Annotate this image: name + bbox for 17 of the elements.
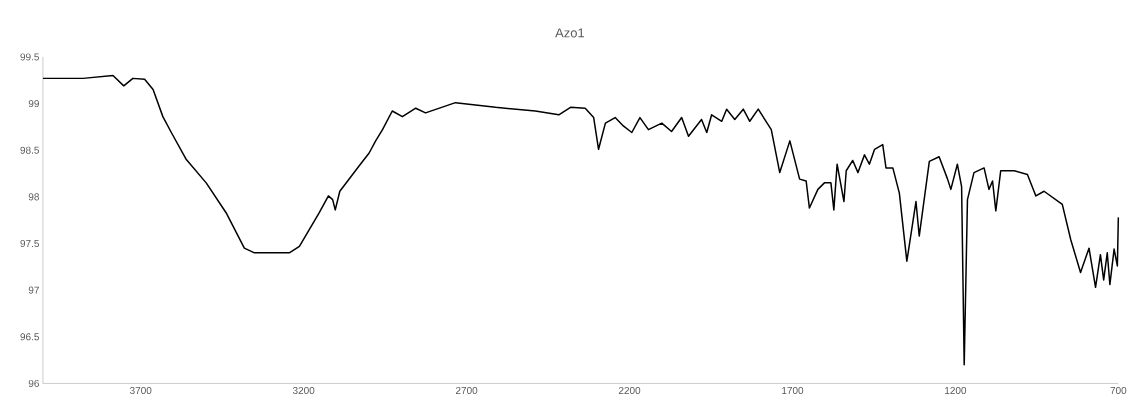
x-tick-label: 2700 [455,386,478,394]
line-series [42,74,1120,366]
y-tick-label: 97.5 [20,239,39,247]
y-tick-label: 96 [28,379,39,387]
x-tick-label: 1700 [782,386,804,394]
y-tick-label: 98.5 [20,146,39,154]
x-tick-label: 700 [1110,386,1127,394]
x-tick-label: 3700 [129,386,152,394]
y-tick-label: 99.5 [20,53,39,61]
x-tick-label: 1200 [945,386,967,394]
x-tick-label: 3200 [292,386,315,394]
y-tick-label: 97 [28,286,39,294]
y-tick-label: 99 [28,99,39,107]
chart-title: Azo1 [555,28,585,38]
y-tick-label: 96.5 [20,333,39,341]
x-tick-label: 2200 [618,386,641,394]
y-tick-label: 98 [28,193,39,201]
